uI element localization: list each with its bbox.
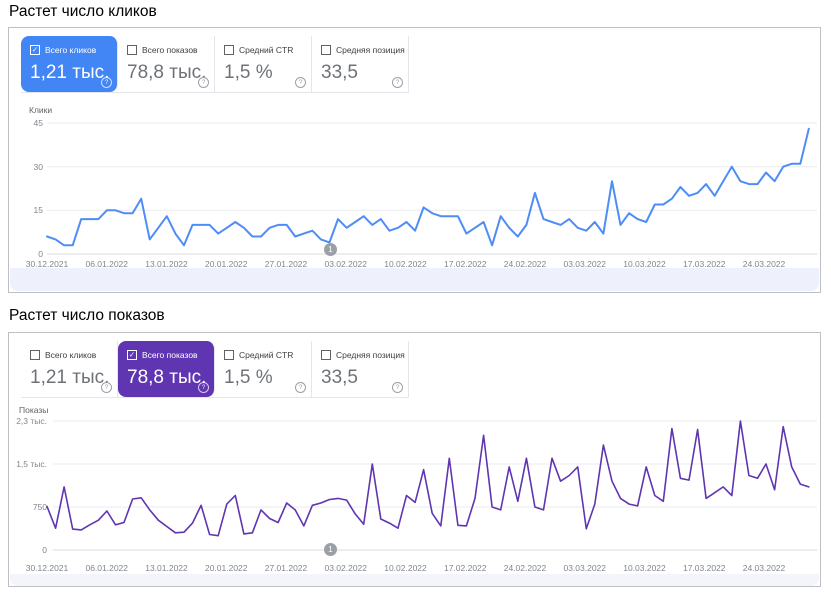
checkbox-unchecked-icon[interactable] <box>30 350 40 360</box>
y-tick-label: 0 <box>42 545 47 555</box>
metric-card-value: 78,8 тыс. <box>127 62 207 83</box>
x-tick-label: 10.02.2022 <box>384 563 427 573</box>
help-icon[interactable]: ? <box>392 382 403 393</box>
metric-card-label: Всего кликов <box>45 45 97 55</box>
metric-card-label: Средняя позиция <box>336 45 405 55</box>
bottom-strip <box>10 268 819 291</box>
checkbox-unchecked-icon[interactable] <box>321 45 331 55</box>
x-tick-label: 10.03.2022 <box>623 563 666 573</box>
x-tick-label: 17.02.2022 <box>443 259 487 269</box>
y-axis-title: Клики <box>29 105 53 115</box>
bottom-strip <box>10 574 819 586</box>
x-tick-label: 24.03.2022 <box>742 563 786 573</box>
metric-card-value: 1,21 тыс. <box>30 367 110 388</box>
y-tick-label: 0 <box>38 249 43 259</box>
x-tick-label: 27.01.2022 <box>264 259 308 269</box>
checkbox-unchecked-icon[interactable] <box>321 350 331 360</box>
x-tick-label: 13.01.2022 <box>145 563 188 573</box>
metric-card-total-impressions[interactable]: ✓ Всего показов 78,8 тыс.? <box>118 341 215 397</box>
y-tick-label: 15 <box>33 205 43 216</box>
y-tick-label: 45 <box>33 118 43 128</box>
metric-card-value: 33,5 <box>321 367 358 388</box>
y-tick-label: 750 <box>32 502 47 512</box>
metric-card-label: Всего кликов <box>45 350 97 360</box>
metric-card-label: Всего показов <box>142 45 198 55</box>
x-tick-label: 24.02.2022 <box>503 563 547 573</box>
impressions-panel: Всего кликов 1,21 тыс.? ✓ Всего показов 78,8… <box>8 332 821 587</box>
metric-card-label: Всего показов <box>142 350 198 360</box>
metric-cards: ✓ Всего кликов 1,21 тыс.? Всего показов 78,8… <box>21 36 409 93</box>
help-icon[interactable]: ? <box>101 77 112 88</box>
help-icon[interactable]: ? <box>295 77 306 88</box>
metric-cards: Всего кликов 1,21 тыс.? ✓ Всего показов 78,8… <box>21 341 409 398</box>
y-tick-label: 1,5 тыс. <box>16 459 47 469</box>
x-tick-label: 17.02.2022 <box>443 563 487 573</box>
y-axis-title: Показы <box>19 405 49 415</box>
annotation-marker-label: 1 <box>328 245 333 254</box>
help-icon[interactable]: ? <box>295 382 306 393</box>
x-tick-label: 10.03.2022 <box>623 259 666 269</box>
series-line <box>46 127 810 247</box>
metric-card-avg-ctr[interactable]: Средний CTR 1,5 %? <box>215 341 312 397</box>
x-tick-label: 03.02.2022 <box>324 563 368 573</box>
metric-card-value: 78,8 тыс. <box>127 367 207 388</box>
metric-card-label: Средний CTR <box>239 45 294 55</box>
x-tick-label: 03.02.2022 <box>324 259 368 269</box>
metric-card-avg-ctr[interactable]: Средний CTR 1,5 %? <box>215 36 312 92</box>
metric-card-value: 1,5 % <box>224 62 273 83</box>
metric-card-value: 1,21 тыс. <box>30 62 110 83</box>
metric-card-label: Средний CTR <box>239 350 294 360</box>
y-tick-label: 2,3 тыс. <box>16 416 47 426</box>
help-icon[interactable]: ? <box>101 382 112 393</box>
x-tick-label: 13.01.2022 <box>145 259 188 269</box>
checkbox-checked-icon[interactable]: ✓ <box>30 45 40 55</box>
x-tick-label: 06.01.2022 <box>85 259 129 269</box>
metric-card-avg-position[interactable]: Средняя позиция 33,5? <box>312 341 409 397</box>
metric-card-value: 33,5 <box>321 62 358 83</box>
x-tick-label: 20.01.2022 <box>204 563 248 573</box>
section-title-clicks: Растет число кликов <box>9 3 157 20</box>
x-tick-label: 17.03.2022 <box>682 563 726 573</box>
x-tick-label: 20.01.2022 <box>204 259 248 269</box>
x-tick-label: 17.03.2022 <box>682 259 726 269</box>
annotation-marker-label: 1 <box>328 545 333 554</box>
metric-card-total-clicks[interactable]: Всего кликов 1,21 тыс.? <box>21 341 118 397</box>
x-tick-label: 03.03.2022 <box>563 563 607 573</box>
help-icon[interactable]: ? <box>392 77 403 88</box>
section-title-impressions: Растет число показов <box>9 307 165 324</box>
metric-card-total-impressions[interactable]: Всего показов 78,8 тыс.? <box>118 36 215 92</box>
metric-card-avg-position[interactable]: Средняя позиция 33,5? <box>312 36 409 92</box>
impressions-chart[interactable] <box>45 415 817 555</box>
checkbox-unchecked-icon[interactable] <box>224 350 234 360</box>
annotation-marker[interactable]: 1 <box>324 243 337 256</box>
clicks-panel: ✓ Всего кликов 1,21 тыс.? Всего показов 78,8… <box>8 27 821 293</box>
annotation-marker[interactable]: 1 <box>324 543 337 556</box>
x-tick-label: 27.01.2022 <box>264 563 308 573</box>
checkbox-checked-icon[interactable]: ✓ <box>127 350 137 360</box>
series-line <box>46 420 810 537</box>
y-tick-label: 30 <box>33 161 43 172</box>
x-tick-label: 30.12.2021 <box>25 563 69 573</box>
x-tick-label: 24.03.2022 <box>742 259 786 269</box>
metric-card-total-clicks[interactable]: ✓ Всего кликов 1,21 тыс.? <box>21 36 118 92</box>
metric-card-label: Средняя позиция <box>336 350 405 360</box>
x-tick-label: 10.02.2022 <box>384 259 427 269</box>
x-tick-label: 06.01.2022 <box>85 563 129 573</box>
x-tick-label: 24.02.2022 <box>503 259 547 269</box>
help-icon[interactable]: ? <box>198 77 209 88</box>
help-icon[interactable]: ? <box>198 382 209 393</box>
checkbox-unchecked-icon[interactable] <box>224 45 234 55</box>
checkbox-unchecked-icon[interactable] <box>127 45 137 55</box>
x-tick-label: 30.12.2021 <box>25 259 69 269</box>
clicks-chart[interactable] <box>45 117 817 259</box>
metric-card-value: 1,5 % <box>224 367 273 388</box>
x-tick-label: 03.03.2022 <box>563 259 607 269</box>
